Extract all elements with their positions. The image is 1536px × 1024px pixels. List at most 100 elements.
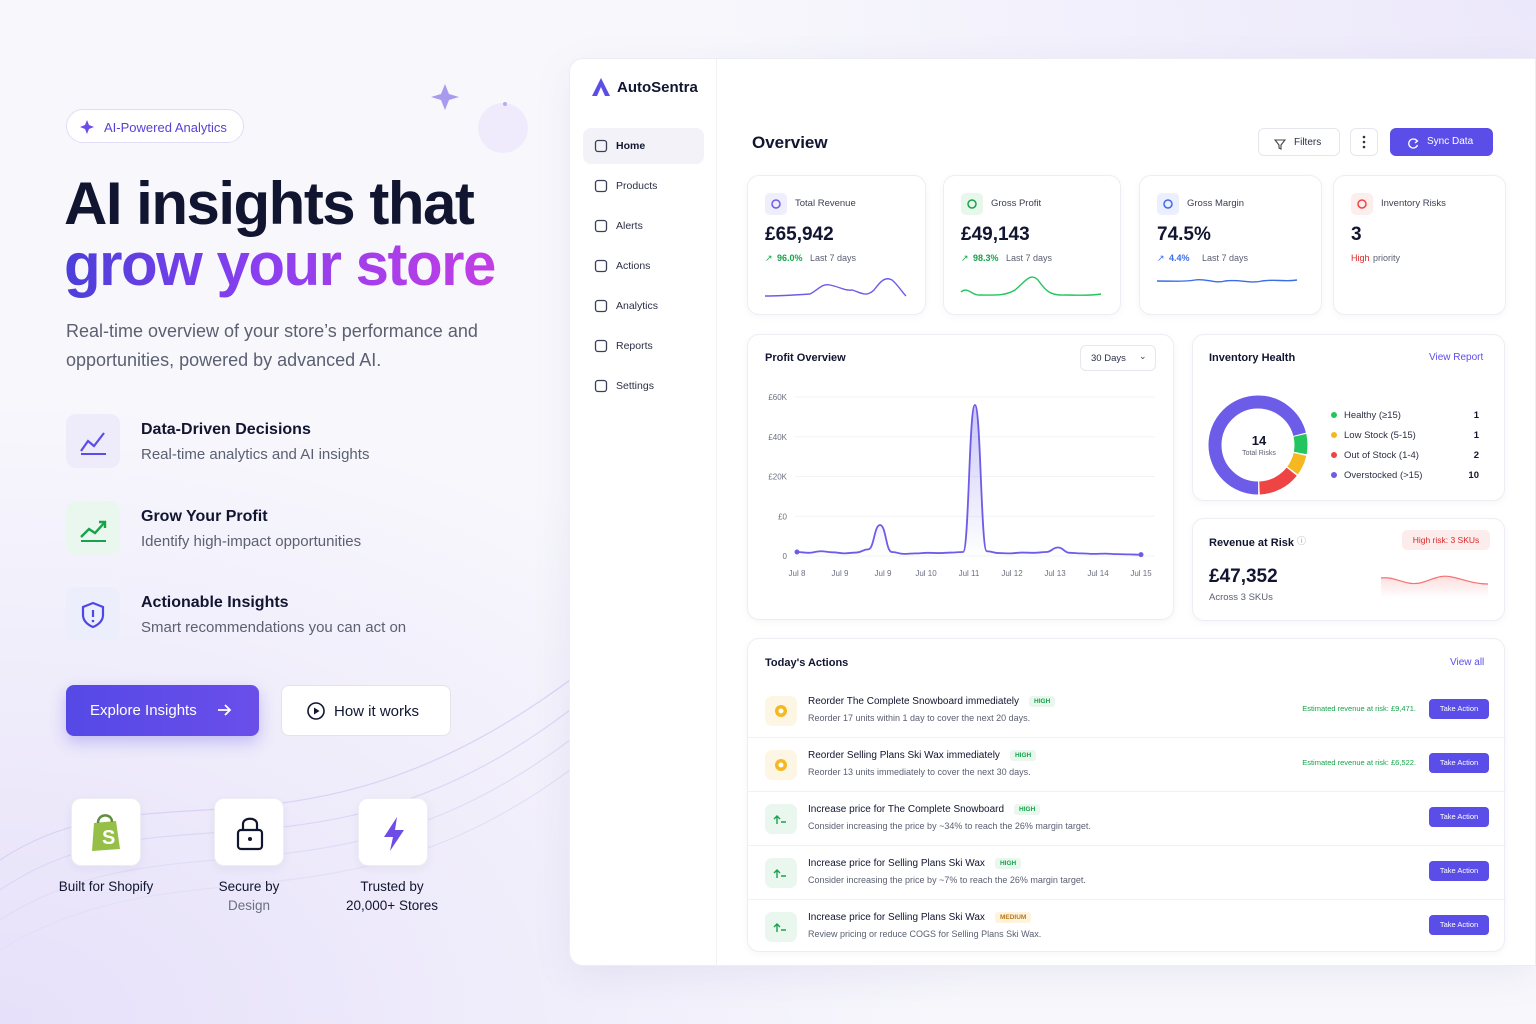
kpi-icon — [1351, 193, 1373, 215]
action-icon — [765, 750, 797, 780]
nav-icon-glyph — [594, 299, 608, 313]
feature-text: Identify high-impact opportunities — [141, 532, 362, 550]
kpi-period: Last 7 days — [810, 253, 857, 263]
nav-icon — [594, 179, 608, 198]
take-action-button[interactable]: Take Action — [1429, 753, 1489, 773]
nav-item[interactable]: Settings — [583, 368, 704, 404]
inventory-link[interactable]: View Report — [1429, 352, 1484, 363]
kpi-label: Total Revenue — [795, 198, 856, 209]
action-title-line: Reorder Selling Plans Ski Wax immediatel… — [808, 750, 1037, 761]
risk-note: Across 3 SKUs — [1209, 592, 1273, 603]
nav-item[interactable]: Actions — [583, 248, 704, 284]
nav-item[interactable]: Alerts — [583, 208, 704, 244]
actions-link[interactable]: View all — [1450, 657, 1485, 668]
sidebar-divider — [716, 59, 717, 967]
badge-icon — [79, 119, 95, 140]
kpi-icon — [961, 193, 983, 215]
feature-icon-glyph — [80, 520, 107, 542]
row-divider — [748, 899, 1506, 900]
legend-dot — [1331, 472, 1337, 478]
action-detail: Consider increasing the price by ~7% to … — [808, 875, 1086, 885]
take-action-label: Take Action — [1439, 866, 1479, 875]
nav-label: Products — [616, 180, 658, 192]
action-detail: Review pricing or reduce COGS for Sellin… — [808, 929, 1042, 939]
risk-card: Revenue at Risk ⓘ High risk: 3 SKUs £47,352… — [1192, 518, 1505, 621]
kpi-change: 4.4% — [1169, 253, 1190, 263]
trust-sublabel: 20,000+ Stores — [346, 898, 438, 913]
kpi-card: Gross Margin 74.5% ↗ 4.4% Last 7 days — [1139, 175, 1322, 315]
take-action-button[interactable]: Take Action — [1429, 861, 1489, 881]
nav-item[interactable]: Home — [583, 128, 704, 164]
feature-icon — [66, 414, 120, 468]
risk-value: £47,352 — [1209, 566, 1278, 587]
nav-item[interactable]: Analytics — [583, 288, 704, 324]
sync-label: Sync Data — [1427, 136, 1474, 147]
page-title: Overview — [752, 133, 828, 152]
row-divider — [748, 737, 1506, 738]
trust-icon-glyph — [384, 817, 404, 851]
brand-name: AutoSentra — [617, 79, 698, 96]
action-title: Increase price for Selling Plans Ski Wax — [808, 912, 985, 923]
legend-value: 10 — [1468, 470, 1479, 481]
nav-icon — [594, 379, 608, 398]
feature-icon-glyph — [81, 601, 105, 629]
kpi-trend-arrow: ↗ — [765, 253, 773, 263]
hero-title-accent: grow your store — [64, 235, 496, 303]
nav-icon — [594, 259, 608, 278]
action-title: Increase price for The Complete Snowboar… — [808, 804, 1005, 815]
action-icon-glyph — [775, 759, 787, 771]
action-detail: Reorder 17 units within 1 day to cover t… — [808, 713, 1031, 723]
nav-label: Analytics — [616, 300, 659, 312]
legend-value: 1 — [1473, 430, 1479, 441]
nav-item[interactable]: Products — [583, 168, 704, 204]
inventory-title: Inventory Health — [1209, 352, 1296, 364]
hero-title: AI insights that — [64, 170, 475, 237]
action-detail: Reorder 13 units immediately to cover th… — [808, 767, 1031, 777]
trust-icon: S — [71, 798, 141, 866]
feature-title: Grow Your Profit — [141, 507, 268, 525]
filter-icon — [1273, 137, 1287, 155]
trust-label: Secure by — [218, 879, 280, 894]
profit-card: Profit Overview 30 Days ⌄ — [747, 334, 1174, 620]
legend-label: Out of Stock (1-4) — [1344, 450, 1419, 461]
hero-subtitle: Real-time overview of your store’s perfo… — [66, 321, 478, 370]
range-select[interactable]: 30 Days ⌄ — [1080, 345, 1156, 371]
take-action-button[interactable]: Take Action — [1429, 807, 1489, 827]
take-action-button[interactable]: Take Action — [1429, 699, 1489, 719]
take-action-button[interactable]: Take Action — [1429, 915, 1489, 935]
kpi-label: Gross Margin — [1187, 198, 1245, 209]
nav-label: Home — [616, 140, 646, 152]
action-title-line: Reorder The Complete Snowboard immediate… — [808, 696, 1056, 707]
nav-icon — [594, 219, 608, 238]
how-it-works-button[interactable]: How it works — [281, 685, 451, 736]
nav-item[interactable]: Reports — [583, 328, 704, 364]
more-button[interactable] — [1350, 128, 1378, 156]
legend-label: Healthy (≥15) — [1344, 410, 1401, 421]
kpi-value: 3 — [1351, 224, 1362, 245]
sync-button[interactable]: Sync Data — [1390, 128, 1493, 156]
nav-icon — [594, 139, 608, 158]
kpi-note: priority — [1373, 253, 1401, 263]
kpi-level: High — [1351, 253, 1370, 263]
legend-value: 2 — [1473, 450, 1479, 461]
take-action-label: Take Action — [1439, 704, 1479, 713]
nav-label: Actions — [616, 260, 651, 272]
nav-icon-glyph — [594, 259, 608, 273]
action-icon-glyph — [775, 705, 787, 717]
trust-label: Trusted by — [360, 879, 424, 894]
trust-icon-glyph — [236, 817, 264, 851]
action-icon — [765, 804, 797, 834]
legend-dot — [1331, 412, 1337, 418]
explore-button[interactable]: Explore Insights — [66, 685, 259, 736]
legend-value: 1 — [1473, 410, 1479, 421]
kpi-value: 74.5% — [1157, 224, 1211, 245]
more-button-glyph — [1362, 135, 1366, 149]
inventory-card: Inventory Health View Report 14 Total Risks… — [1192, 334, 1505, 501]
nav-icon — [594, 339, 608, 358]
sync-icon — [1407, 136, 1419, 154]
feature-title: Actionable Insights — [141, 594, 289, 611]
filters-button[interactable]: Filters — [1258, 128, 1340, 156]
kpi-icon-glyph — [1357, 199, 1367, 209]
actions-title: Today's Actions — [765, 657, 849, 669]
donut-total-label: Total Risks — [1242, 450, 1276, 457]
